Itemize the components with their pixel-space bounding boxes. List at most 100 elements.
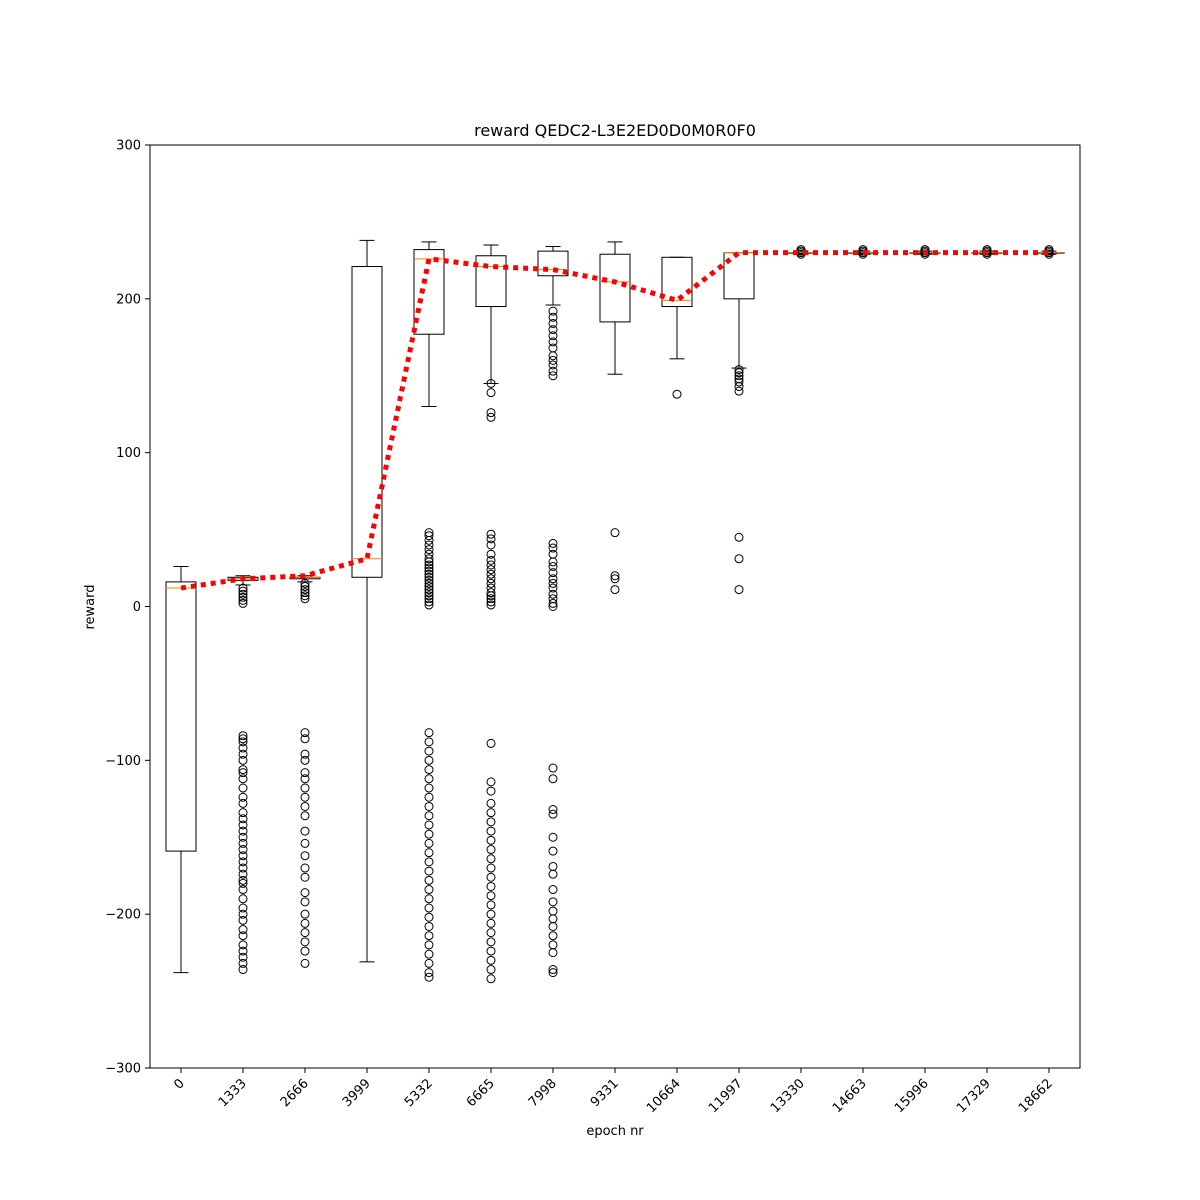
outlier-point	[300, 749, 310, 759]
outlier-point	[238, 768, 248, 778]
outlier-point	[548, 906, 558, 916]
x-tick-label: 10664	[644, 1076, 684, 1116]
box-iqr	[413, 249, 445, 335]
outlier-point	[238, 598, 248, 608]
outlier-point	[486, 863, 496, 873]
outlier-point	[548, 343, 558, 353]
outlier-point	[238, 894, 248, 904]
y-tick-label: 300	[116, 139, 141, 154]
outlier-point	[548, 931, 558, 941]
outlier-point	[548, 598, 558, 608]
outlier-point	[424, 545, 434, 555]
outlier-point	[424, 958, 434, 968]
box-group-5332	[413, 241, 445, 982]
outlier-point	[486, 937, 496, 947]
outlier-point	[300, 851, 310, 861]
outlier-point	[300, 594, 310, 604]
outlier-point	[486, 946, 496, 956]
outlier-point	[486, 965, 496, 975]
outlier-point	[548, 968, 558, 978]
outlier-point	[424, 857, 434, 867]
outlier-point	[238, 915, 248, 925]
outlier-point	[424, 829, 434, 839]
box-group-18662	[1033, 245, 1065, 259]
outlier-point	[548, 549, 558, 559]
outlier-point	[424, 585, 434, 595]
outlier-point	[424, 921, 434, 931]
x-tick-label: 6665	[464, 1076, 498, 1110]
outlier-point	[548, 538, 558, 548]
x-tick-label: 2666	[278, 1076, 312, 1110]
outlier-point	[486, 565, 496, 575]
outlier-point	[486, 574, 496, 584]
outlier-point	[548, 562, 558, 572]
box-group-0	[165, 566, 197, 974]
outlier-point	[424, 792, 434, 802]
outlier-point	[734, 532, 744, 542]
outlier-point	[300, 897, 310, 907]
box-iqr	[351, 266, 383, 578]
outlier-point	[1044, 245, 1054, 255]
outlier-point	[424, 746, 434, 756]
outlier-point	[300, 909, 310, 919]
outlier-point	[486, 909, 496, 919]
outlier-point	[734, 374, 744, 384]
outlier-point	[238, 946, 248, 956]
plot-area	[165, 239, 1065, 984]
outlier-point	[424, 588, 434, 598]
outlier-point	[486, 529, 496, 539]
outlier-point	[424, 578, 434, 588]
outlier-point	[548, 331, 558, 341]
outlier-point	[734, 368, 744, 378]
outlier-point	[424, 866, 434, 876]
outlier-point	[238, 903, 248, 913]
outlier-point	[238, 851, 248, 861]
outlier-point	[548, 557, 558, 567]
outlier-point	[486, 928, 496, 938]
outlier-point	[548, 325, 558, 335]
outlier-point	[486, 777, 496, 787]
outlier-point	[486, 872, 496, 882]
outlier-point	[486, 540, 496, 550]
outlier-point	[238, 592, 248, 602]
outlier-point	[486, 555, 496, 565]
outlier-point	[238, 820, 248, 830]
box-group-10664	[661, 256, 693, 399]
box-group-13330	[785, 245, 817, 259]
outlier-point	[238, 814, 248, 824]
outlier-point	[300, 734, 310, 744]
outlier-point	[238, 765, 248, 775]
outlier-point	[548, 594, 558, 604]
outlier-point	[610, 574, 620, 584]
outlier-point	[300, 728, 310, 738]
outlier-point	[424, 535, 434, 545]
outlier-point	[424, 594, 434, 604]
outlier-point	[486, 817, 496, 827]
outlier-point	[424, 774, 434, 784]
outlier-point	[424, 972, 434, 982]
outlier-point	[238, 749, 248, 759]
outlier-point	[548, 543, 558, 553]
box-group-9331	[599, 241, 631, 595]
x-tick-label: 14663	[830, 1076, 870, 1116]
outlier-point	[486, 588, 496, 598]
outlier-point	[486, 583, 496, 593]
outlier-point	[424, 575, 434, 585]
outlier-point	[300, 872, 310, 882]
outlier-point	[548, 306, 558, 316]
outlier-point	[486, 881, 496, 891]
outlier-point	[548, 371, 558, 381]
outlier-point	[300, 774, 310, 784]
y-tick-label: 0	[133, 600, 141, 615]
outlier-point	[486, 408, 496, 418]
outlier-point	[424, 728, 434, 738]
outlier-point	[424, 811, 434, 821]
outlier-point	[734, 377, 744, 387]
outlier-point	[486, 549, 496, 559]
outlier-point	[300, 792, 310, 802]
outlier-point	[300, 578, 310, 588]
outlier-point	[548, 351, 558, 361]
x-tick-label: 17329	[954, 1076, 994, 1116]
outlier-point	[300, 811, 310, 821]
outlier-point	[548, 366, 558, 376]
